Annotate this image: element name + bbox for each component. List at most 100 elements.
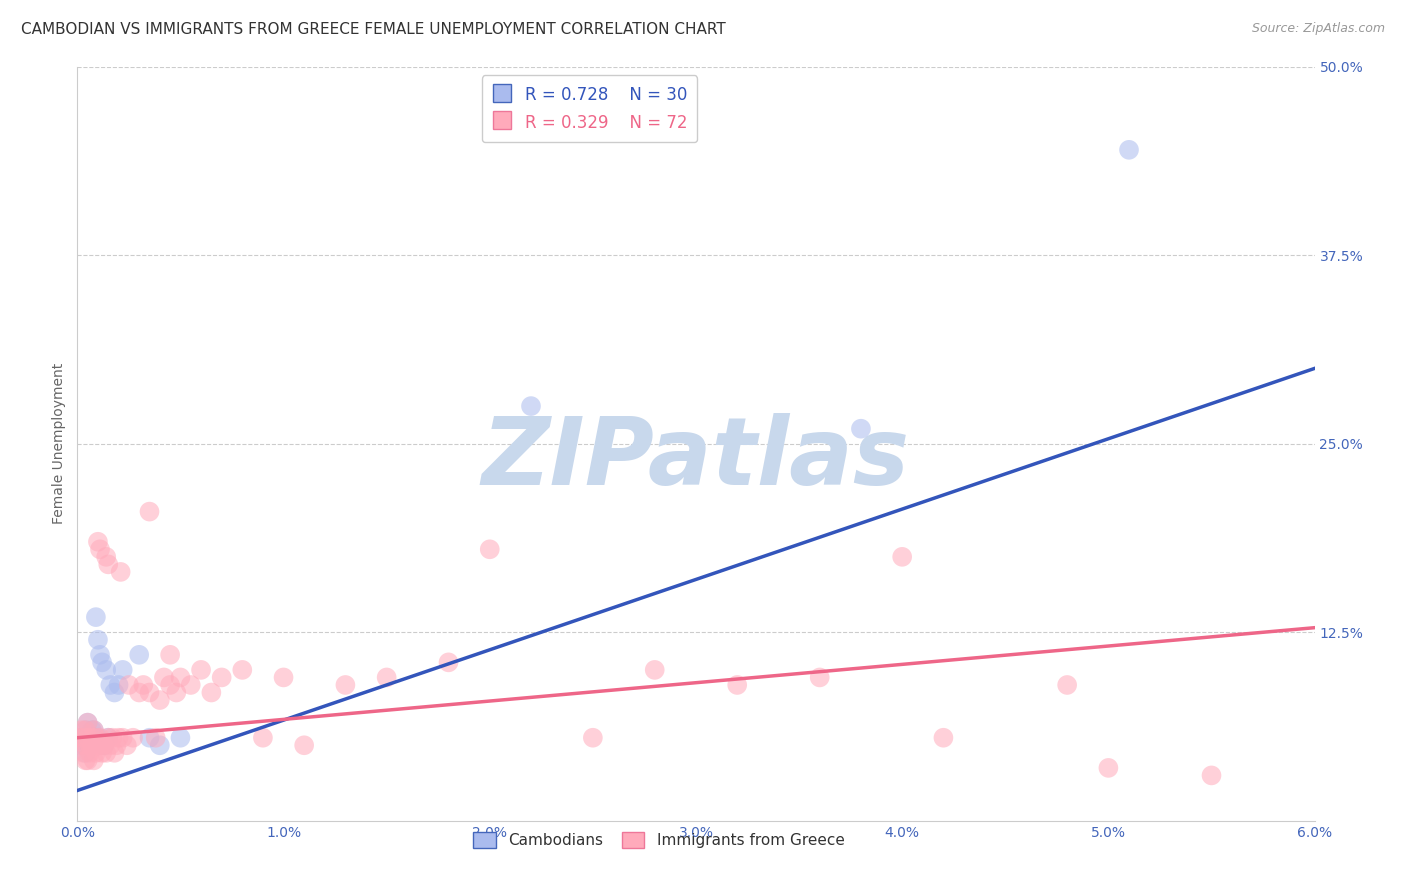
Point	[83, 753, 105, 767]
Text: ZIPatlas: ZIPatlas	[482, 413, 910, 505]
Point	[80, 739, 103, 753]
Point	[70, 723, 93, 738]
Point	[75, 723, 97, 738]
Point	[891, 549, 914, 564]
Point	[79, 746, 101, 760]
Point	[149, 739, 172, 753]
Point	[122, 731, 145, 745]
Point	[87, 739, 110, 753]
Point	[437, 656, 460, 670]
Point	[849, 422, 872, 436]
Point	[335, 678, 357, 692]
Point	[128, 648, 150, 662]
Point	[149, 693, 172, 707]
Point	[89, 731, 111, 745]
Point	[725, 678, 748, 692]
Point	[89, 648, 111, 662]
Point	[107, 678, 129, 692]
Point	[582, 731, 605, 745]
Point	[75, 723, 97, 738]
Point	[93, 739, 115, 753]
Point	[103, 685, 125, 699]
Point	[145, 731, 167, 745]
Point	[1097, 761, 1119, 775]
Point	[1201, 768, 1223, 782]
Point	[932, 731, 955, 745]
Point	[76, 715, 98, 730]
Point	[75, 753, 97, 767]
Point	[70, 739, 93, 753]
Point	[153, 670, 176, 684]
Point	[101, 731, 124, 745]
Point	[98, 678, 121, 692]
Point	[252, 731, 274, 745]
Point	[273, 670, 295, 684]
Point	[96, 663, 118, 677]
Point	[75, 739, 97, 753]
Point	[138, 505, 160, 519]
Point	[76, 715, 98, 730]
Point	[75, 746, 97, 760]
Point	[118, 678, 141, 692]
Point	[76, 753, 98, 767]
Text: CAMBODIAN VS IMMIGRANTS FROM GREECE FEMALE UNEMPLOYMENT CORRELATION CHART: CAMBODIAN VS IMMIGRANTS FROM GREECE FEMA…	[21, 22, 725, 37]
Point	[70, 731, 93, 745]
Point	[375, 670, 398, 684]
Point	[96, 746, 118, 760]
Point	[97, 731, 120, 745]
Point	[83, 723, 105, 738]
Point	[103, 746, 125, 760]
Point	[200, 685, 222, 699]
Point	[292, 739, 315, 753]
Point	[180, 678, 202, 692]
Point	[67, 731, 90, 745]
Point	[98, 739, 121, 753]
Point	[80, 731, 103, 745]
Point	[76, 731, 98, 745]
Point	[72, 731, 94, 745]
Point	[138, 731, 160, 745]
Point	[107, 731, 129, 745]
Point	[72, 746, 94, 760]
Point	[97, 731, 120, 745]
Point	[110, 565, 132, 579]
Point	[83, 731, 105, 745]
Point	[80, 723, 103, 738]
Point	[91, 739, 114, 753]
Point	[79, 739, 101, 753]
Point	[159, 678, 181, 692]
Point	[97, 558, 120, 572]
Point	[79, 739, 101, 753]
Point	[72, 739, 94, 753]
Y-axis label: Female Unemployment: Female Unemployment	[52, 363, 66, 524]
Point	[520, 399, 543, 413]
Point	[84, 610, 107, 624]
Point	[87, 632, 110, 647]
Point	[111, 663, 134, 677]
Point	[138, 685, 160, 699]
Point	[83, 723, 105, 738]
Point	[96, 549, 118, 564]
Point	[169, 731, 191, 745]
Point	[111, 731, 134, 745]
Point	[91, 746, 114, 760]
Point	[1118, 143, 1140, 157]
Point	[132, 678, 155, 692]
Point	[478, 542, 501, 557]
Point	[93, 739, 115, 753]
Point	[84, 746, 107, 760]
Point	[76, 731, 98, 745]
Point	[169, 670, 191, 684]
Point	[231, 663, 253, 677]
Point	[89, 542, 111, 557]
Point	[115, 739, 138, 753]
Point	[128, 685, 150, 699]
Point	[87, 731, 110, 745]
Point	[159, 648, 181, 662]
Point	[87, 534, 110, 549]
Legend: Cambodians, Immigrants from Greece: Cambodians, Immigrants from Greece	[467, 826, 851, 855]
Point	[80, 731, 103, 745]
Point	[808, 670, 831, 684]
Point	[91, 656, 114, 670]
Point	[1056, 678, 1078, 692]
